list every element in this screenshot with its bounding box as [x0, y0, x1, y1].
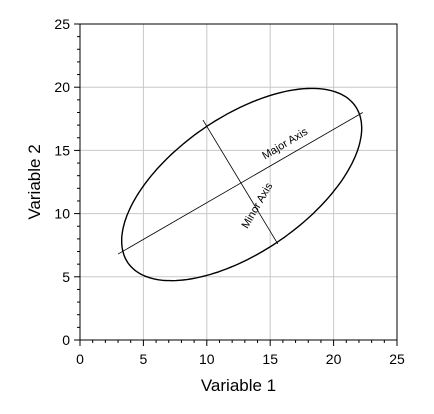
plot-frame: [79, 23, 398, 341]
x-axis-title: Variable 1: [201, 376, 276, 395]
y-axis-title: Variable 2: [25, 144, 44, 219]
x-tick-label: 0: [76, 351, 84, 367]
y-tick-label: 25: [54, 16, 70, 32]
ticks-layer: 0 5 10 15 20 25 0 5 10 15 20 25: [54, 16, 405, 367]
confidence-ellipse: [121, 87, 363, 282]
y-tick-label: 20: [54, 79, 70, 95]
x-tick-label: 10: [199, 351, 215, 367]
x-tick-label: 5: [140, 351, 148, 367]
axis-annotation: Major Axis: [260, 126, 310, 163]
y-tick-label: 10: [54, 206, 70, 222]
minor-axis-line: [202, 119, 279, 245]
x-tick-label: 25: [389, 351, 405, 367]
x-tick-label: 20: [326, 351, 342, 367]
grid-layer: [80, 24, 397, 340]
y-tick-label: 15: [54, 142, 70, 158]
major-axis-line: [117, 112, 363, 255]
y-tick-label: 0: [62, 332, 70, 348]
x-tick-label: 15: [262, 351, 278, 367]
y-tick-label: 5: [62, 269, 70, 285]
